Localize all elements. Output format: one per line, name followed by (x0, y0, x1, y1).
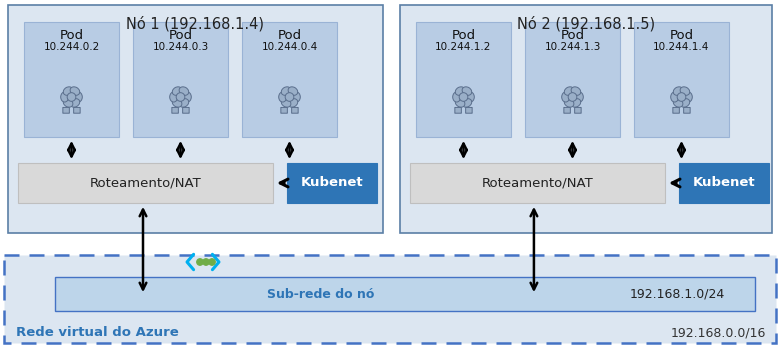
Ellipse shape (179, 99, 189, 107)
Bar (242, 22, 337, 137)
Ellipse shape (571, 87, 581, 95)
Ellipse shape (462, 87, 472, 95)
Text: Pod: Pod (59, 29, 83, 42)
Text: 10.244.0.4: 10.244.0.4 (261, 42, 317, 52)
Ellipse shape (571, 99, 581, 107)
FancyBboxPatch shape (673, 107, 679, 113)
Ellipse shape (183, 92, 191, 102)
Circle shape (67, 93, 76, 101)
Ellipse shape (292, 92, 300, 102)
Text: Nó 1 (192.168.1.4): Nó 1 (192.168.1.4) (126, 16, 264, 31)
Ellipse shape (564, 99, 574, 107)
Text: Kubenet: Kubenet (693, 177, 755, 190)
Ellipse shape (462, 99, 472, 107)
FancyBboxPatch shape (63, 107, 69, 113)
Ellipse shape (288, 99, 298, 107)
Circle shape (677, 93, 686, 101)
Circle shape (197, 259, 204, 265)
Text: Roteamento/NAT: Roteamento/NAT (90, 177, 201, 190)
Ellipse shape (456, 87, 465, 95)
FancyBboxPatch shape (73, 107, 80, 113)
Text: Pod: Pod (561, 29, 584, 42)
Bar (525, 22, 620, 137)
Ellipse shape (282, 87, 291, 95)
Ellipse shape (282, 99, 291, 107)
Ellipse shape (680, 99, 690, 107)
Bar (634, 22, 729, 137)
Text: 10.244.1.2: 10.244.1.2 (435, 42, 491, 52)
FancyBboxPatch shape (575, 107, 581, 113)
Ellipse shape (170, 92, 178, 102)
Ellipse shape (684, 92, 693, 102)
Ellipse shape (278, 92, 286, 102)
Text: Pod: Pod (452, 29, 476, 42)
Ellipse shape (671, 92, 679, 102)
Text: 10.244.1.4: 10.244.1.4 (654, 42, 710, 52)
Text: Pod: Pod (278, 29, 302, 42)
Text: 10.244.0.2: 10.244.0.2 (44, 42, 100, 52)
Text: Roteamento/NAT: Roteamento/NAT (481, 177, 594, 190)
Bar (133, 22, 228, 137)
Ellipse shape (63, 87, 73, 95)
Bar (679, 163, 769, 203)
Circle shape (203, 259, 209, 265)
Ellipse shape (576, 92, 583, 102)
FancyBboxPatch shape (455, 107, 461, 113)
Circle shape (285, 93, 294, 101)
FancyBboxPatch shape (683, 107, 690, 113)
Text: Sub-rede do nó: Sub-rede do nó (268, 288, 374, 300)
Text: Pod: Pod (669, 29, 693, 42)
Ellipse shape (63, 99, 73, 107)
Text: Pod: Pod (168, 29, 193, 42)
Ellipse shape (70, 87, 80, 95)
FancyBboxPatch shape (564, 107, 570, 113)
Circle shape (568, 93, 577, 101)
Bar (4, 255, 776, 343)
FancyBboxPatch shape (466, 107, 472, 113)
Bar (24, 22, 119, 137)
Circle shape (209, 259, 215, 265)
Ellipse shape (288, 87, 298, 95)
Ellipse shape (564, 87, 574, 95)
Ellipse shape (61, 92, 69, 102)
Ellipse shape (179, 87, 189, 95)
Bar (18, 163, 273, 203)
Ellipse shape (466, 92, 474, 102)
Ellipse shape (673, 99, 682, 107)
Ellipse shape (673, 87, 682, 95)
Ellipse shape (680, 87, 690, 95)
Bar (8, 5, 383, 233)
Ellipse shape (70, 99, 80, 107)
Text: Rede virtual do Azure: Rede virtual do Azure (16, 327, 179, 340)
FancyBboxPatch shape (281, 107, 287, 113)
FancyBboxPatch shape (183, 107, 189, 113)
Circle shape (176, 93, 185, 101)
Bar (400, 5, 772, 233)
Text: 192.168.1.0/24: 192.168.1.0/24 (629, 288, 725, 300)
Text: 192.168.0.0/16: 192.168.0.0/16 (671, 327, 766, 340)
Ellipse shape (74, 92, 83, 102)
Ellipse shape (562, 92, 569, 102)
Ellipse shape (456, 99, 465, 107)
Text: Nó 2 (192.168.1.5): Nó 2 (192.168.1.5) (517, 16, 655, 31)
FancyBboxPatch shape (292, 107, 298, 113)
FancyBboxPatch shape (172, 107, 179, 113)
Circle shape (459, 93, 468, 101)
Text: 10.244.0.3: 10.244.0.3 (152, 42, 208, 52)
Ellipse shape (172, 87, 182, 95)
Ellipse shape (452, 92, 461, 102)
Bar (287, 163, 377, 203)
Text: 10.244.1.3: 10.244.1.3 (544, 42, 601, 52)
Text: Kubenet: Kubenet (300, 177, 363, 190)
Bar (410, 163, 665, 203)
Ellipse shape (172, 99, 182, 107)
Bar (416, 22, 511, 137)
Bar (55, 277, 755, 311)
